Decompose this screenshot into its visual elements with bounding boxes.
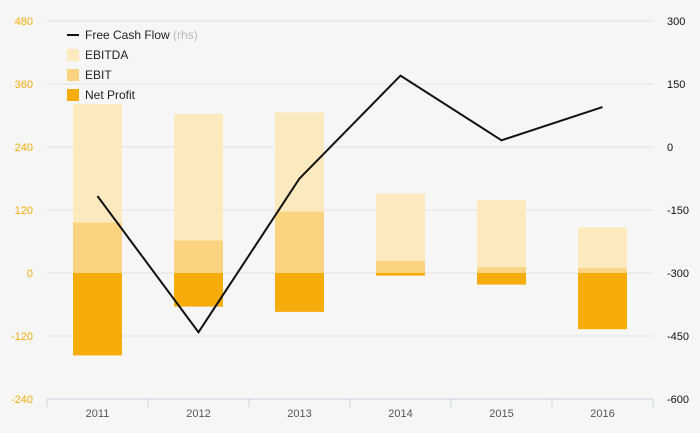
line-free-cash-flow [96,74,603,334]
legend-label: EBITDA [85,48,128,62]
legend-swatch [67,49,79,61]
x-axis-category-label: 2013 [287,408,311,420]
x-axis-category-label: 2014 [388,408,412,420]
legend-swatch [67,89,79,101]
right-axis-tick-label: 300 [667,16,685,28]
right-axis-tick-label: 0 [667,142,673,154]
bar-net-profit [275,273,324,312]
bar-net-profit [578,273,627,330]
bar-ebit [275,211,324,273]
right-axis-tick-label: -600 [667,394,689,406]
left-axis-tick-label: -240 [11,394,33,406]
bar-net-profit [477,273,526,285]
x-axis-category-label: 2011 [86,408,110,420]
legend-label: EBIT [85,68,112,82]
bar-ebit [477,267,526,273]
bar-ebitda [578,227,627,273]
bar-ebitda [477,200,526,273]
right-axis-tick-label: 150 [667,79,685,91]
right-axis-tick-label: -450 [667,331,689,343]
x-axis-category-label: 2016 [590,408,614,420]
legend-label: Net Profit [85,88,136,102]
right-axis-tick-label: -300 [667,268,689,280]
right-axis-tick-label: -150 [667,205,689,217]
left-axis-tick-label: 480 [15,16,33,28]
left-axis-tick-label: 360 [15,79,33,91]
bar-net-profit [376,273,425,276]
bar-ebitda [376,193,425,273]
bar-net-profit [174,273,223,307]
legend-swatch [67,69,79,81]
bar-net-profit [73,273,122,356]
x-axis-category-label: 2015 [489,408,513,420]
bar-ebit [376,260,425,273]
bar-ebit [578,268,627,273]
left-axis-tick-label: -120 [11,331,33,343]
x-axis-category-label: 2012 [186,408,210,420]
legend-label: Free Cash Flow (rhs) [85,28,198,42]
left-axis-tick-label: 0 [27,268,33,280]
left-axis-tick-label: 240 [15,142,33,154]
left-axis-tick-label: 120 [15,205,33,217]
bar-ebit [174,240,223,273]
bar-ebit [73,222,122,273]
